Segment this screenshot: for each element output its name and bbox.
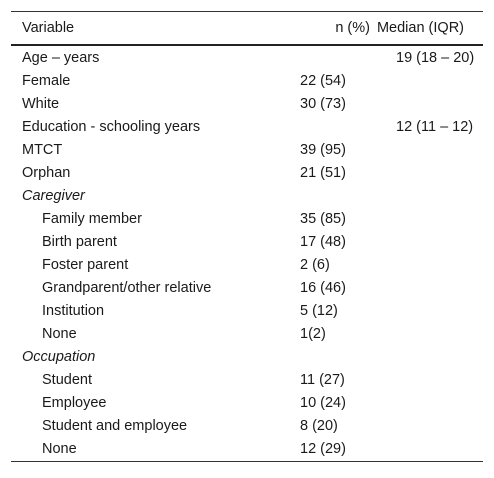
table-row: MTCT 39 (95) <box>11 138 483 161</box>
row-n: 2 (6) <box>300 256 330 273</box>
row-median <box>370 322 483 345</box>
row-median: 19 (18 – 20) <box>396 49 475 66</box>
row-median <box>370 345 483 368</box>
row-label: Age – years <box>22 49 100 66</box>
section-heading: Occupation <box>22 348 96 365</box>
row-label: Institution <box>42 302 105 319</box>
row-n <box>300 345 370 368</box>
row-median <box>370 92 483 115</box>
row-label: Family member <box>42 210 142 227</box>
header-variable: Variable <box>11 11 300 46</box>
row-median <box>370 368 483 391</box>
row-median <box>370 138 483 161</box>
row-n <box>300 184 370 207</box>
table-row: Education - schooling years 12 (11 – 12) <box>11 115 483 138</box>
row-median <box>370 161 483 184</box>
row-n: 8 (20) <box>300 417 338 434</box>
row-median <box>370 207 483 230</box>
row-median <box>370 276 483 299</box>
table-row: Family member 35 (85) <box>11 207 483 230</box>
row-n: 22 (54) <box>300 72 346 89</box>
table-row: None 12 (29) <box>11 437 483 462</box>
row-label: Education - schooling years <box>22 118 201 135</box>
section-heading: Caregiver <box>22 187 85 204</box>
table-row: White 30 (73) <box>11 92 483 115</box>
row-label: Employee <box>42 394 107 411</box>
row-n: 16 (46) <box>300 279 346 296</box>
table-row: None 1(2) <box>11 322 483 345</box>
header-median-iqr: Median (IQR) <box>370 11 483 46</box>
table-row: Student and employee 8 (20) <box>11 414 483 437</box>
row-label: None <box>11 437 300 462</box>
row-median <box>370 299 483 322</box>
table-row: Student 11 (27) <box>11 368 483 391</box>
section-row-occupation: Occupation <box>11 345 483 368</box>
table-row: Female 22 (54) <box>11 69 483 92</box>
row-median <box>370 437 483 462</box>
table-row: Employee 10 (24) <box>11 391 483 414</box>
row-n <box>300 45 370 69</box>
row-n: 10 (24) <box>300 394 346 411</box>
row-label: Female <box>22 72 71 89</box>
row-n: 21 (51) <box>300 164 346 181</box>
row-n: 1(2) <box>300 325 326 342</box>
row-median <box>370 414 483 437</box>
row-median: 12 (11 – 12) <box>396 118 474 135</box>
row-median <box>370 253 483 276</box>
table-row: Foster parent 2 (6) <box>11 253 483 276</box>
demographics-table-container: Variable n (%) Median (IQR) Age – years … <box>11 11 483 462</box>
row-median <box>370 69 483 92</box>
row-label: None <box>42 325 77 342</box>
row-label: Student and employee <box>42 417 188 434</box>
row-n: 39 (95) <box>300 141 346 158</box>
row-n: 35 (85) <box>300 210 346 227</box>
row-label: Orphan <box>22 164 71 181</box>
header-n-percent: n (%) <box>300 11 370 46</box>
table-row: Birth parent 17 (48) <box>11 230 483 253</box>
demographics-table: Variable n (%) Median (IQR) Age – years … <box>11 11 483 462</box>
table-row: Institution 5 (12) <box>11 299 483 322</box>
row-median <box>370 230 483 253</box>
row-n: 17 (48) <box>300 233 346 250</box>
table-row: Age – years 19 (18 – 20) <box>11 45 483 69</box>
row-n <box>300 115 370 138</box>
row-label: Grandparent/other relative <box>42 279 212 296</box>
row-label: White <box>22 95 60 112</box>
table-row: Orphan 21 (51) <box>11 161 483 184</box>
row-n: 30 (73) <box>300 95 346 112</box>
row-median <box>370 184 483 207</box>
row-n: 5 (12) <box>300 302 338 319</box>
row-n: 12 (29) <box>300 437 370 462</box>
row-label: Foster parent <box>42 256 129 273</box>
row-median <box>370 391 483 414</box>
table-header-row: Variable n (%) Median (IQR) <box>11 11 483 46</box>
row-n: 11 (27) <box>300 371 345 388</box>
row-label: Student <box>42 371 92 388</box>
table-row: Grandparent/other relative 16 (46) <box>11 276 483 299</box>
row-label: MTCT <box>22 141 63 158</box>
row-label: Birth parent <box>42 233 117 250</box>
section-row-caregiver: Caregiver <box>11 184 483 207</box>
